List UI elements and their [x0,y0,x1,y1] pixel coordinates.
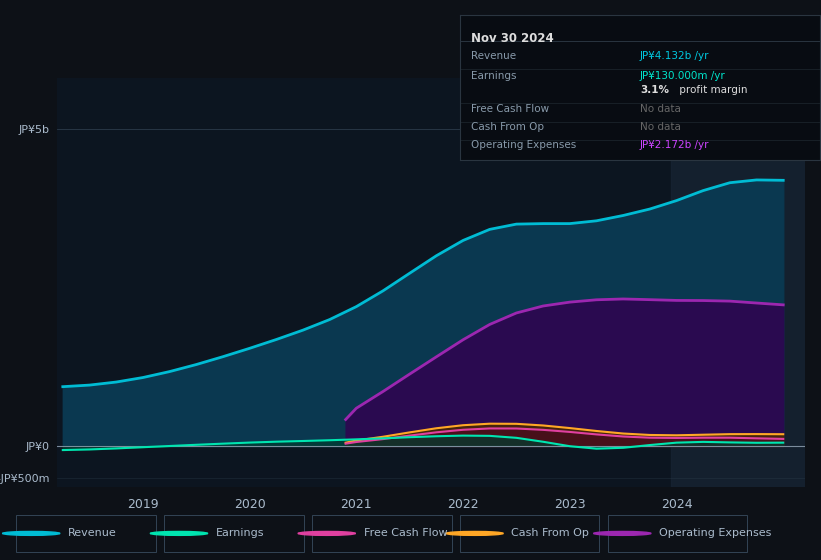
Circle shape [298,531,355,535]
Text: Revenue: Revenue [68,529,117,538]
Text: JP¥4.132b /yr: JP¥4.132b /yr [640,50,709,60]
Text: JP¥130.000m /yr: JP¥130.000m /yr [640,71,726,81]
Text: Nov 30 2024: Nov 30 2024 [470,32,553,45]
Text: Free Cash Flow: Free Cash Flow [470,104,549,114]
Text: Earnings: Earnings [216,529,264,538]
Text: JP¥2.172b /yr: JP¥2.172b /yr [640,141,709,151]
Text: No data: No data [640,104,681,114]
Text: Revenue: Revenue [470,50,516,60]
Circle shape [446,531,503,535]
Text: Free Cash Flow: Free Cash Flow [364,529,447,538]
Text: No data: No data [640,122,681,132]
Text: Operating Expenses: Operating Expenses [470,141,576,151]
Text: 3.1%: 3.1% [640,85,669,95]
Bar [672,78,821,487]
Text: Cash From Op: Cash From Op [511,529,589,538]
Text: Earnings: Earnings [470,71,516,81]
Circle shape [594,531,651,535]
Circle shape [2,531,60,535]
Text: Cash From Op: Cash From Op [470,122,544,132]
Text: Operating Expenses: Operating Expenses [659,529,772,538]
Text: profit margin: profit margin [676,85,747,95]
Circle shape [150,531,208,535]
